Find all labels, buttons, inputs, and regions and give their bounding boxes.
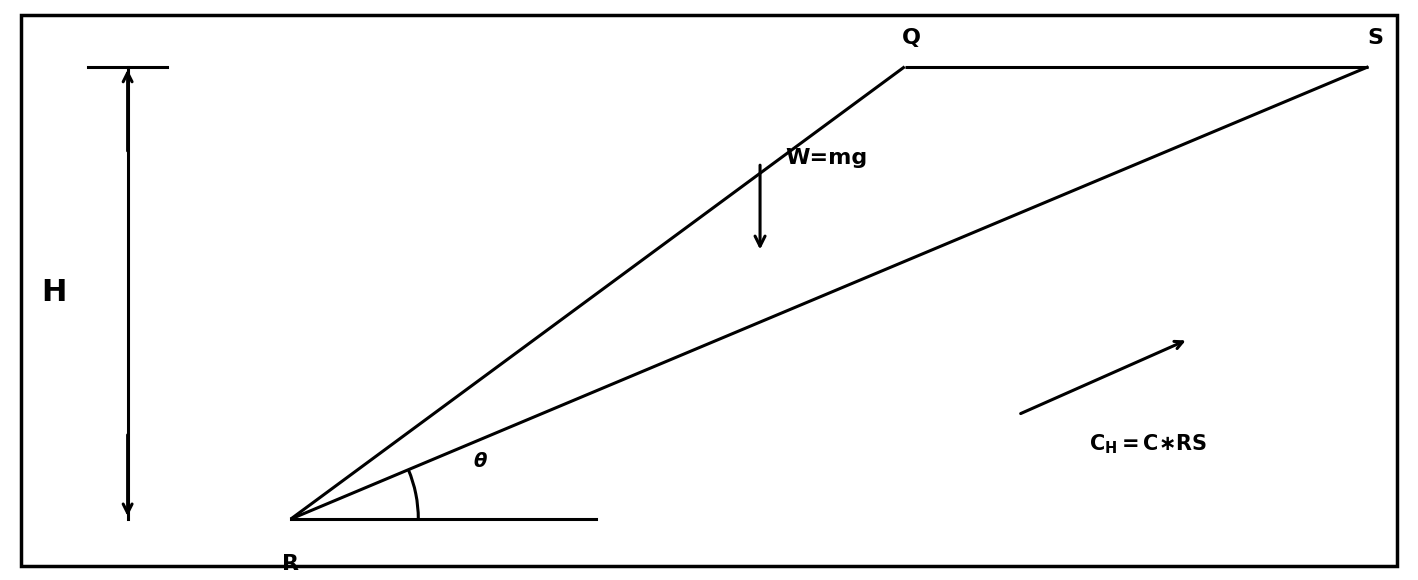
Text: H: H (41, 278, 67, 307)
Text: R: R (282, 554, 299, 574)
Text: θ: θ (474, 452, 486, 471)
Text: $\mathbf{C_H{=}C{\ast}RS}$: $\mathbf{C_H{=}C{\ast}RS}$ (1089, 432, 1207, 456)
Text: W=mg: W=mg (786, 148, 868, 168)
Text: S: S (1367, 28, 1384, 48)
Text: Q: Q (902, 28, 922, 48)
